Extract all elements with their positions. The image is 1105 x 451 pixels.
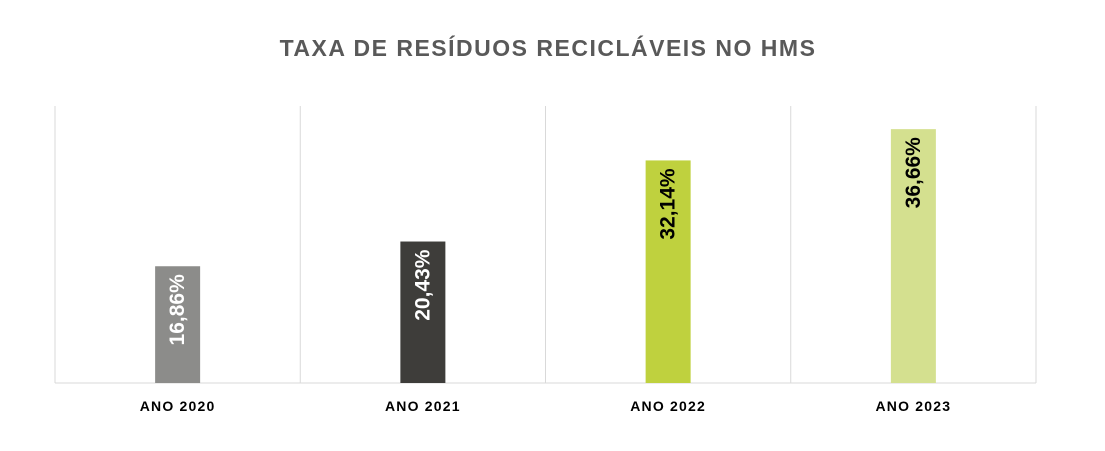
category-label: ANO 2022 (630, 398, 706, 414)
data-label: 20,43% (411, 249, 434, 321)
chart-title: TAXA DE RESÍDUOS RECICLÁVEIS NO HMS (280, 34, 817, 61)
category-labels: ANO 2020 ANO 2021 ANO 2022 ANO 2023 (140, 398, 952, 414)
bar (890, 129, 936, 383)
grid-lines (54, 106, 1037, 384)
bar (400, 241, 446, 383)
bar (155, 266, 201, 383)
category-label: ANO 2020 (140, 398, 216, 414)
data-label: 32,14% (657, 168, 680, 240)
data-labels: 16,86% 20,43% 32,14% 36,66% (166, 137, 925, 346)
bar (645, 160, 691, 383)
category-label: ANO 2021 (385, 398, 461, 414)
data-label: 16,86% (166, 274, 189, 346)
data-label: 36,66% (902, 137, 925, 209)
category-label: ANO 2023 (876, 398, 952, 414)
bars (155, 129, 936, 383)
